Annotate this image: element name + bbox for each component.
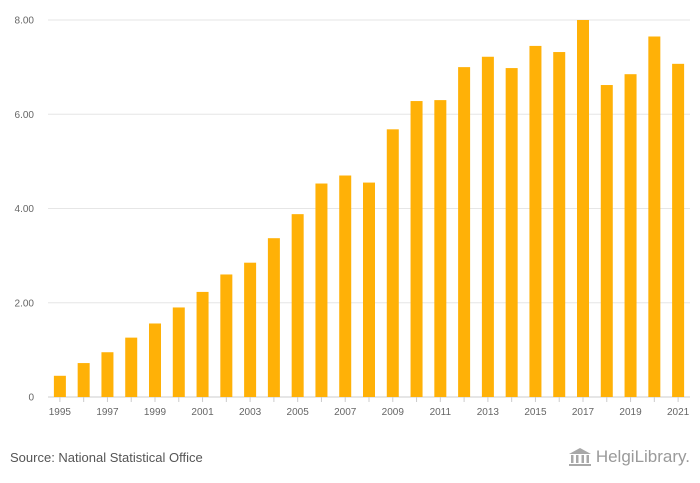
x-tick-label: 2011 [430, 407, 452, 418]
bar-2010 [410, 101, 423, 398]
bar-1996 [77, 363, 90, 397]
x-tick-label: 2015 [524, 407, 547, 418]
bar-2013 [481, 56, 494, 397]
y-tick-label: 0 [28, 393, 34, 404]
bar-2019 [624, 74, 637, 397]
x-tick-label: 1999 [144, 407, 167, 418]
source-note: Source: National Statistical Office [10, 450, 203, 465]
x-tick-label: 2003 [239, 407, 262, 418]
bar-2017 [577, 20, 589, 397]
y-tick-label: 8.00 [15, 16, 35, 27]
x-tick-label: 2001 [191, 407, 214, 418]
bar-2001 [196, 291, 209, 397]
bar-2012 [458, 67, 471, 397]
x-tick-label: 2013 [477, 407, 500, 418]
y-axis-ticks: 0 2.00 4.00 6.00 8.00 [15, 16, 35, 404]
x-tick-label: 2005 [287, 407, 310, 418]
brand-name: HelgiLibrary. [595, 447, 690, 466]
bar-1995 [53, 375, 66, 397]
bar-2014 [505, 68, 518, 397]
bar-2004 [267, 238, 280, 397]
bar-2000 [172, 307, 185, 397]
bar-1997 [101, 352, 114, 397]
bar-series [53, 20, 685, 398]
bar-2008 [363, 182, 375, 397]
bar-1999 [149, 323, 161, 397]
bar-2015 [529, 45, 542, 397]
bar-2021 [672, 63, 685, 398]
bar-2007 [339, 175, 352, 397]
x-tick-label: 2019 [619, 407, 642, 418]
x-tick-label: 2007 [334, 407, 357, 418]
bar-2009 [386, 129, 399, 397]
bar-2003 [244, 262, 257, 397]
x-tick-label: 1995 [49, 407, 72, 418]
bar-chart: 0 2.00 4.00 6.00 8.00 1995 1997 1999 2001 2003 20… [15, 16, 690, 418]
x-tick-label: 2021 [667, 407, 690, 418]
x-axis-ticks: 1995 1997 1999 2001 2003 2005 2007 2009 2011 2013… [49, 397, 690, 418]
x-tick-label: 2017 [572, 407, 595, 418]
bar-2006 [315, 183, 328, 397]
y-tick-label: 4.00 [15, 204, 35, 215]
y-tick-label: 6.00 [15, 110, 35, 121]
y-tick-label: 2.00 [15, 298, 35, 309]
x-tick-label: 1997 [96, 407, 119, 418]
x-tick-label: 2009 [382, 407, 405, 418]
bar-2016 [553, 52, 566, 398]
bar-1998 [125, 337, 138, 397]
bar-2002 [220, 274, 233, 397]
library-building-icon [568, 448, 591, 466]
bar-2005 [291, 214, 304, 397]
brand-logo: HelgiLibrary. [568, 447, 690, 467]
bar-2020 [648, 36, 661, 398]
bar-2011 [434, 100, 447, 398]
bar-2018 [600, 85, 613, 397]
